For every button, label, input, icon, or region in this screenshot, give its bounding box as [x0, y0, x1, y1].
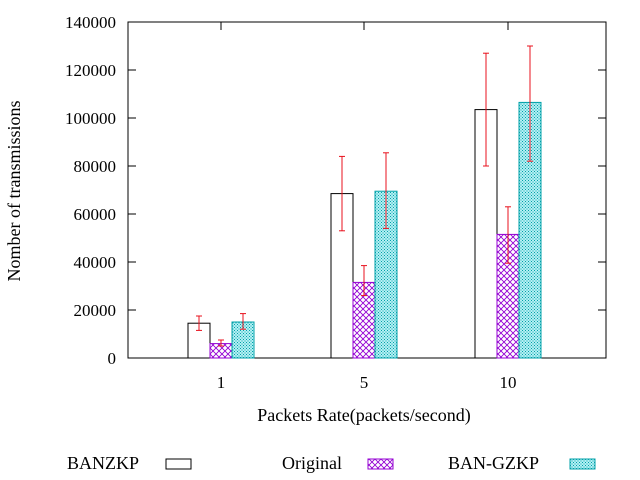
legend: BANZKP Original BAN-GZKP [67, 453, 596, 473]
y-tick-label: 40000 [74, 253, 117, 272]
legend-item: BAN-GZKP [448, 453, 596, 473]
y-tick-label: 20000 [74, 301, 117, 320]
error-bar [196, 315, 202, 331]
legend-item: Original [282, 453, 394, 473]
x-tick-label: 1 [217, 373, 226, 392]
error-bar [527, 45, 533, 162]
x-axis-label: Packets Rate(packets/second) [257, 405, 470, 426]
y-tick-label: 60000 [74, 205, 117, 224]
y-tick-label: 120000 [65, 61, 116, 80]
legend-label: BANZKP [67, 453, 139, 473]
legend-item: BANZKP [67, 453, 192, 473]
legend-swatch [165, 458, 192, 470]
error-bar [361, 265, 367, 297]
error-bar [505, 206, 511, 264]
error-bar [339, 155, 345, 232]
y-axis-label: Nomber of transmissions [4, 101, 24, 282]
y-tick-label: 100000 [65, 109, 116, 128]
y-tick-label: 140000 [65, 13, 116, 32]
x-tick-label: 10 [500, 373, 517, 392]
error-bars [196, 45, 533, 347]
error-bar [240, 313, 246, 330]
x-tick-label: 5 [360, 373, 369, 392]
legend-swatch [367, 458, 394, 470]
legend-swatch [569, 458, 596, 470]
y-tick-label: 0 [108, 349, 117, 368]
legend-label: Original [282, 453, 342, 473]
y-tick-label: 80000 [74, 157, 117, 176]
bars [187, 101, 542, 359]
error-bar [218, 339, 224, 347]
legend-label: BAN-GZKP [448, 453, 539, 473]
y-axis: 0 20000 40000 60000 80000 100000 120000 140000 [65, 13, 606, 368]
error-bar [383, 152, 389, 229]
error-bar [483, 52, 489, 167]
